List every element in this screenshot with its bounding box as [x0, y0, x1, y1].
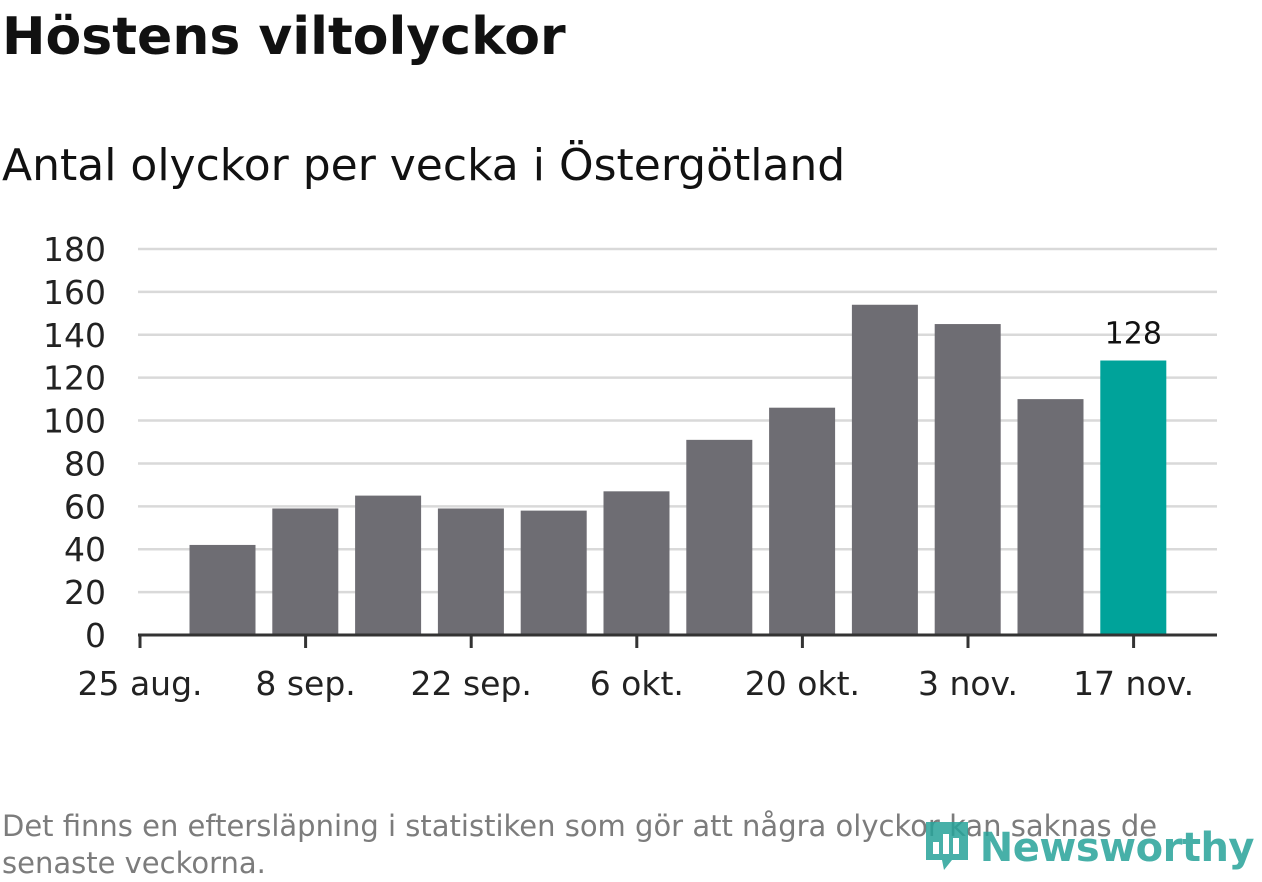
bar — [1017, 399, 1084, 635]
x-tick-label: 20 okt. — [745, 664, 860, 703]
y-tick-label: 180 — [43, 230, 106, 269]
y-tick-label: 20 — [64, 573, 106, 612]
y-tick-label: 120 — [43, 359, 106, 398]
bar — [520, 510, 587, 635]
y-tick-label: 60 — [64, 487, 106, 526]
y-tick-label: 80 — [64, 444, 106, 483]
x-tick-label: 17 nov. — [1073, 664, 1194, 703]
chart-subtitle: Antal olyckor per vecka i Östergötland — [2, 140, 846, 191]
chart-title: Höstens viltolyckor — [2, 7, 566, 67]
bar — [1100, 360, 1167, 635]
y-tick-label: 160 — [43, 273, 106, 312]
x-tick-label: 3 nov. — [918, 664, 1018, 703]
bar — [272, 508, 339, 635]
brand-name: Newsworthy — [979, 825, 1255, 871]
bars — [189, 304, 1167, 635]
y-tick-label: 40 — [64, 530, 106, 569]
bar — [437, 508, 504, 635]
bar — [851, 304, 918, 635]
bar — [603, 491, 670, 635]
bar — [686, 439, 753, 635]
x-tick-label: 22 sep. — [410, 664, 531, 703]
y-tick-label: 140 — [43, 316, 106, 355]
x-tick-label: 25 aug. — [77, 664, 202, 703]
y-tick-label: 100 — [43, 402, 106, 441]
y-tick-label: 0 — [85, 616, 106, 655]
bar — [355, 495, 422, 635]
highlight-value-label: 128 — [1105, 317, 1162, 352]
bar-chart-bubble-icon — [922, 818, 972, 878]
x-axis — [138, 633, 1217, 648]
bar — [769, 407, 836, 635]
bar — [934, 324, 1001, 635]
brand-logo: Newsworthy — [922, 818, 1255, 878]
data-labels: 128 — [1105, 317, 1162, 352]
x-tick-label: 6 okt. — [590, 664, 684, 703]
x-tick-label: 8 sep. — [255, 664, 355, 703]
bar — [189, 544, 256, 635]
x-axis-labels: 25 aug. 8 sep. 22 sep. 6 okt. 20 okt. 3 nov. 1… — [77, 664, 1194, 703]
